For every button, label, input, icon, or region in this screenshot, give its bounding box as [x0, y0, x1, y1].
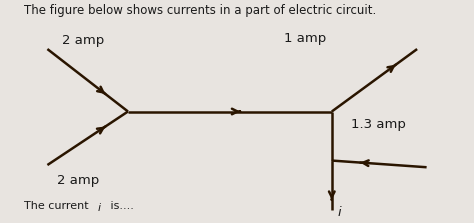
Text: is....: is....	[107, 201, 134, 211]
Text: The current: The current	[24, 201, 92, 211]
Text: $i$: $i$	[337, 205, 342, 219]
Text: 1 amp: 1 amp	[284, 32, 327, 45]
Text: 2 amp: 2 amp	[62, 34, 104, 47]
Text: The figure below shows currents in a part of electric circuit.: The figure below shows currents in a par…	[24, 4, 376, 17]
Text: 1.3 amp: 1.3 amp	[351, 118, 406, 131]
Text: 2 amp: 2 amp	[57, 174, 99, 187]
Text: $i$: $i$	[97, 201, 102, 213]
